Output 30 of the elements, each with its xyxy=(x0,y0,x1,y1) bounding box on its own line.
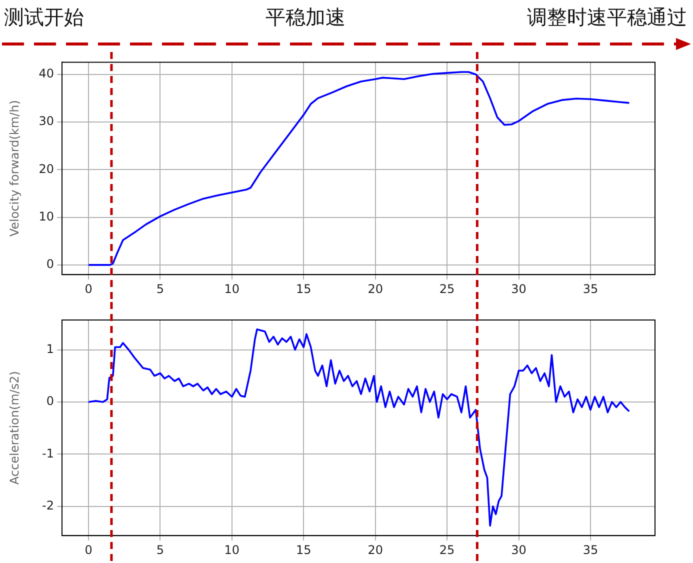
x-tick-label: 15 xyxy=(296,542,312,557)
y-tick-label: 0 xyxy=(46,257,54,272)
x-tick-label: 10 xyxy=(224,542,240,557)
y-axis-title: Acceleration(m/s2) xyxy=(7,371,22,485)
y-tick-label: 10 xyxy=(38,209,54,224)
x-tick-label: 0 xyxy=(84,282,92,296)
x-tick-label: 20 xyxy=(368,282,383,296)
x-tick-label: 25 xyxy=(439,542,455,557)
x-tick-label: 35 xyxy=(582,282,598,296)
x-tick-label: 30 xyxy=(511,282,526,296)
text: 测试开始 xyxy=(4,4,84,31)
y-tick-label: -2 xyxy=(42,498,54,512)
y-tick-label: 1 xyxy=(46,342,54,356)
y-tick-label: -1 xyxy=(42,446,54,460)
x-tick-label: 30 xyxy=(511,542,526,557)
x-tick-label: 25 xyxy=(439,282,455,296)
text: 调整时速平稳通过 xyxy=(527,4,687,31)
y-tick-label: 0 xyxy=(46,394,54,408)
y-axis-title: Velocity forward(km/h) xyxy=(7,100,22,237)
x-tick-label: 35 xyxy=(582,542,598,557)
text: 平稳加速 xyxy=(266,4,346,31)
y-tick-label: 30 xyxy=(38,114,54,128)
x-tick-label: 20 xyxy=(368,542,383,557)
y-tick-label: 40 xyxy=(38,66,54,80)
y-tick-label: 20 xyxy=(38,162,54,176)
x-tick-label: 5 xyxy=(156,282,164,296)
x-tick-label: 15 xyxy=(296,282,312,296)
x-tick-label: 10 xyxy=(224,282,240,296)
x-tick-label: 5 xyxy=(156,542,164,557)
x-tick-label: 0 xyxy=(84,542,92,557)
